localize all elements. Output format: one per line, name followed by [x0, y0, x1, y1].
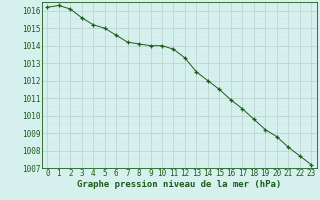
X-axis label: Graphe pression niveau de la mer (hPa): Graphe pression niveau de la mer (hPa) [77, 180, 281, 189]
